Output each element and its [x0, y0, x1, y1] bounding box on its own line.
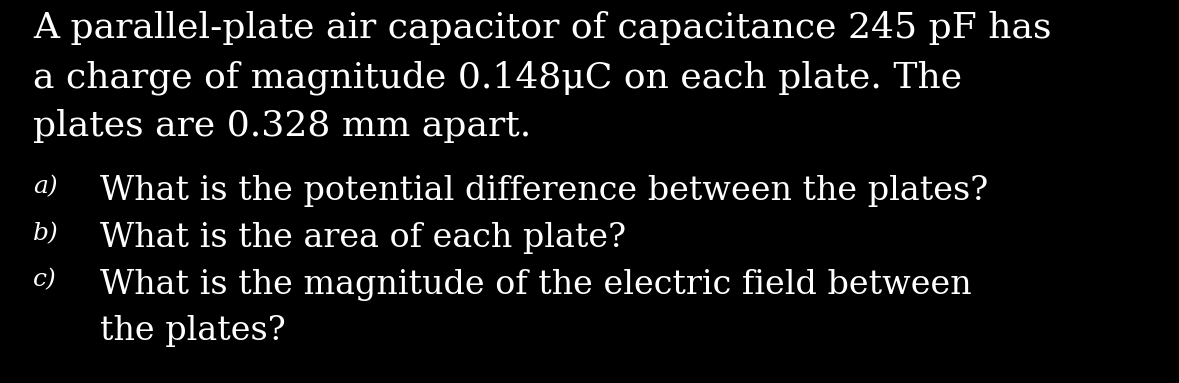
Text: A parallel-plate air capacitor of capacitance 245 pF has: A parallel-plate air capacitor of capaci…: [33, 11, 1052, 46]
Text: c): c): [33, 269, 57, 292]
Text: plates are 0.328 mm apart.: plates are 0.328 mm apart.: [33, 109, 532, 143]
Text: What is the area of each plate?: What is the area of each plate?: [100, 222, 626, 254]
Text: What is the potential difference between the plates?: What is the potential difference between…: [100, 175, 988, 207]
Text: a charge of magnitude 0.148μC on each plate. The: a charge of magnitude 0.148μC on each pl…: [33, 60, 962, 95]
Text: b): b): [33, 222, 59, 245]
Text: the plates?: the plates?: [100, 315, 286, 347]
Text: a): a): [33, 175, 58, 198]
Text: What is the magnitude of the electric field between: What is the magnitude of the electric fi…: [100, 269, 971, 301]
